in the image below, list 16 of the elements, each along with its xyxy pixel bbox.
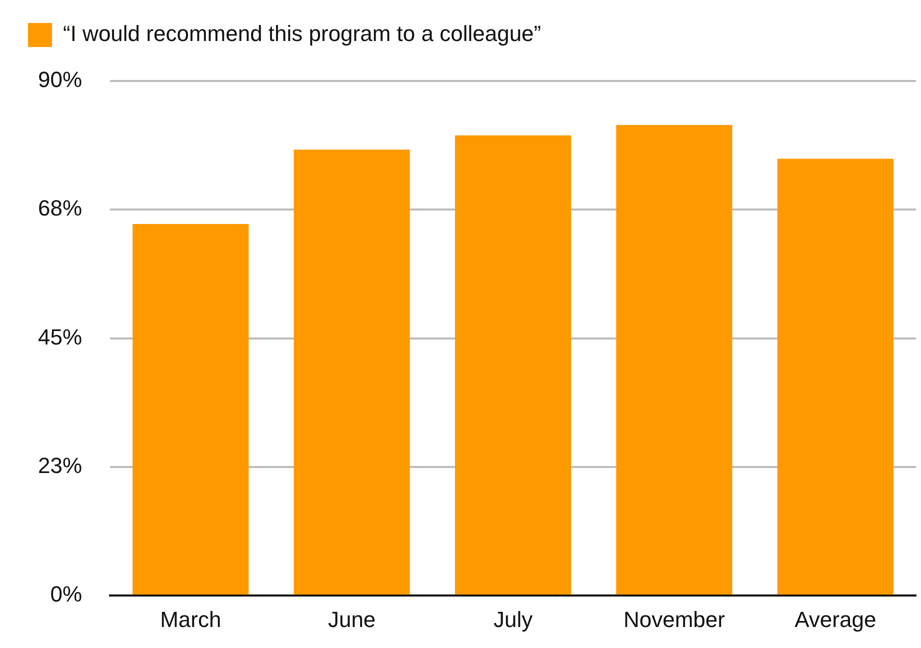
x-tick-label: March xyxy=(160,606,222,632)
x-tick-label: Average xyxy=(794,606,876,632)
bar xyxy=(132,224,249,595)
bar xyxy=(294,150,410,595)
y-tick-label: 23% xyxy=(38,453,82,478)
x-tick-label: July xyxy=(493,606,533,632)
y-tick-label: 0% xyxy=(50,582,82,607)
bar xyxy=(616,125,732,595)
y-tick-label: 90% xyxy=(38,67,82,92)
x-tick-label: June xyxy=(328,606,376,632)
bar xyxy=(454,135,572,595)
legend-label: “I would recommend this program to a colleague” xyxy=(63,21,542,46)
x-tick-label: November xyxy=(623,606,725,632)
y-tick-label: 68% xyxy=(38,196,82,221)
bar xyxy=(777,158,894,595)
y-tick-label: 45% xyxy=(38,324,82,350)
